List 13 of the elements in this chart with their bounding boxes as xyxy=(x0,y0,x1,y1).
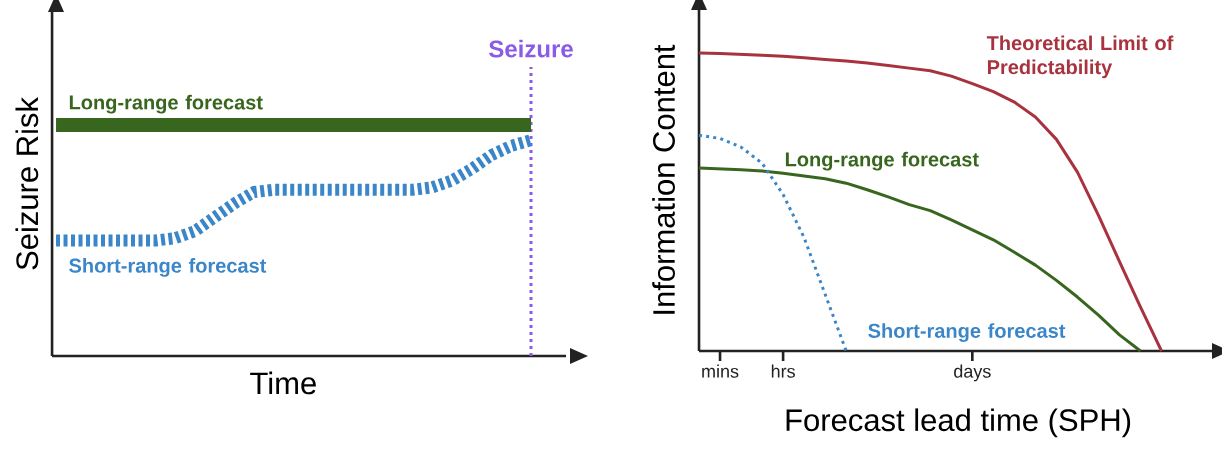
series-label: Short-range forecast xyxy=(868,323,1066,342)
text: Seizure xyxy=(489,39,573,58)
series-label: Theoretical Limit of Predictability xyxy=(986,35,1174,79)
x-tick-label: days xyxy=(954,364,991,382)
y-axis-title: Information Content xyxy=(652,44,675,314)
x-tick-label: hrs xyxy=(771,364,795,378)
x-tick-label: mins xyxy=(702,364,739,378)
series-label: Long-range forecast xyxy=(785,151,979,171)
series-label: Long-range forecast xyxy=(69,94,263,114)
x-axis-title: Forecast lead time (SPH) xyxy=(786,408,1131,438)
x-axis-title: Time xyxy=(250,371,316,395)
y-axis-title: Seizure Risk xyxy=(15,97,39,270)
series-label: Short-range forecast xyxy=(69,258,267,277)
